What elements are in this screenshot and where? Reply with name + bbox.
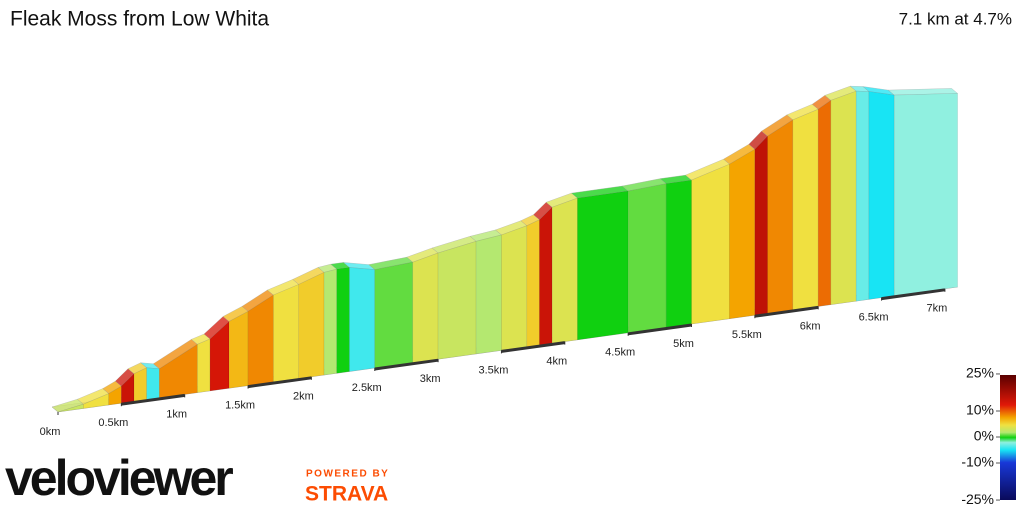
segment — [868, 91, 895, 300]
distance-label: 1km — [166, 408, 187, 420]
segment — [247, 294, 274, 386]
distance-label: 7km — [927, 303, 948, 315]
segment — [754, 135, 768, 316]
distance-label: 1.5km — [225, 400, 255, 412]
segment — [349, 267, 376, 372]
segment — [526, 219, 540, 348]
segment — [228, 310, 249, 389]
segment — [577, 190, 629, 341]
segment — [412, 252, 439, 364]
distance-label: 5km — [673, 338, 694, 350]
distance-label: 4km — [546, 356, 567, 368]
segment — [893, 93, 958, 297]
segment — [298, 271, 325, 379]
segment — [817, 99, 832, 307]
distance-band — [881, 288, 946, 301]
profile-group — [51, 85, 959, 415]
segment — [627, 183, 667, 334]
segment — [792, 108, 819, 311]
segment — [551, 197, 578, 344]
segment — [336, 267, 350, 374]
segment — [539, 206, 553, 346]
legend-label: 10% — [966, 402, 994, 418]
segment — [437, 240, 477, 360]
legend-bar — [1000, 375, 1016, 500]
segment — [665, 179, 692, 328]
summary: 7.1 km at 4.7% — [899, 9, 1012, 28]
segment — [830, 90, 857, 305]
distance-band — [754, 305, 819, 318]
segment — [374, 261, 414, 369]
segment — [729, 148, 756, 320]
legend-label: -10% — [961, 454, 994, 470]
distance-label: 4.5km — [605, 347, 635, 359]
strava-logo: STRAVA — [305, 483, 388, 506]
segment — [197, 338, 211, 393]
legend-label: -25% — [961, 491, 994, 507]
distance-label: 0.5km — [98, 417, 128, 429]
segment — [133, 367, 147, 402]
distance-label: 2km — [293, 391, 314, 403]
segment — [323, 268, 338, 376]
segment — [855, 90, 870, 302]
distance-label: 6.5km — [859, 312, 889, 324]
segment — [691, 163, 730, 325]
powered-by: POWERED BY — [306, 469, 389, 480]
distance-band — [121, 393, 185, 406]
distance-label: 2.5km — [352, 382, 382, 394]
distance-label: 3km — [420, 373, 441, 385]
distance-band — [501, 341, 566, 353]
segment — [475, 234, 502, 355]
distance-band — [627, 323, 692, 336]
distance-band — [374, 358, 439, 371]
legend-label: 25% — [966, 365, 994, 381]
distance-label: 3.5km — [478, 364, 508, 376]
segment — [767, 119, 794, 314]
distance-label: 5.5km — [732, 329, 762, 341]
legend-label: 0% — [974, 428, 994, 444]
veloviewer-logo: veloviewer — [5, 450, 233, 506]
segment — [273, 283, 300, 383]
segment — [501, 225, 528, 351]
distance-label: 0km — [40, 426, 61, 438]
segment — [146, 367, 160, 401]
distance-band — [247, 376, 312, 389]
title: Fleak Moss from Low Whita — [10, 8, 269, 31]
distance-label: 6km — [800, 320, 821, 332]
